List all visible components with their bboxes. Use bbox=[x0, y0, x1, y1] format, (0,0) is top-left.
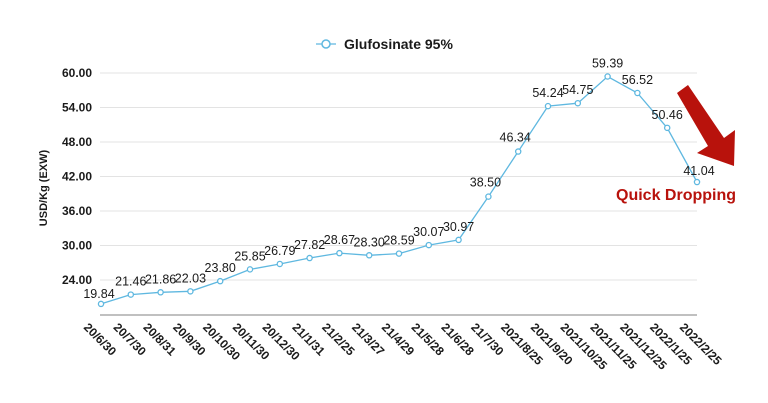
data-point-marker bbox=[425, 241, 433, 249]
data-point-marker bbox=[693, 178, 701, 186]
y-tick-label: 54.00 bbox=[62, 101, 92, 115]
down-arrow-icon bbox=[677, 85, 735, 166]
x-axis-ticks: 20/6/3020/7/3020/8/3120/9/3020/10/3020/1… bbox=[81, 320, 725, 373]
quick-dropping-annotation: Quick Dropping bbox=[616, 187, 736, 204]
legend-marker-icon bbox=[321, 39, 331, 49]
data-point-marker bbox=[187, 288, 194, 295]
y-tick-label: 24.00 bbox=[62, 273, 92, 287]
data-point-marker bbox=[336, 249, 343, 257]
y-tick-label: 36.00 bbox=[62, 204, 92, 218]
data-labels: 19.8421.4621.8622.0323.8025.8526.7927.82… bbox=[83, 57, 714, 301]
data-point-marker bbox=[395, 250, 403, 257]
data-label: 59.39 bbox=[592, 57, 623, 71]
data-label: 19.84 bbox=[83, 287, 114, 301]
data-label: 41.04 bbox=[683, 164, 714, 178]
y-axis-ticks: 24.00 30.00 36.00 42.00 48.00 54.00 60.00 bbox=[62, 66, 92, 287]
y-tick-label: 60.00 bbox=[62, 66, 92, 80]
data-label: 50.46 bbox=[652, 108, 683, 122]
data-point-marker bbox=[306, 254, 313, 262]
data-label: 56.52 bbox=[622, 73, 653, 87]
data-point-marker bbox=[544, 102, 552, 110]
data-label: 54.24 bbox=[532, 86, 563, 100]
data-point-marker bbox=[485, 193, 492, 200]
data-point-marker bbox=[634, 89, 641, 97]
y-tick-label: 48.00 bbox=[62, 135, 92, 149]
data-point-marker bbox=[246, 266, 254, 273]
data-label: 28.30 bbox=[354, 235, 385, 249]
data-point-marker bbox=[365, 252, 373, 259]
legend: Glufosinate 95% bbox=[316, 36, 453, 52]
series-glufosinate bbox=[97, 73, 701, 308]
data-label: 26.79 bbox=[264, 244, 295, 258]
data-label: 28.59 bbox=[383, 234, 414, 248]
y-tick-label: 42.00 bbox=[62, 170, 92, 184]
data-point-marker bbox=[514, 148, 522, 155]
data-label: 30.07 bbox=[413, 225, 444, 239]
data-label: 21.86 bbox=[145, 272, 176, 286]
y-axis-label: USD/Kg (EXW) bbox=[38, 149, 50, 226]
data-point-marker bbox=[97, 300, 105, 308]
data-point-marker bbox=[157, 289, 164, 296]
data-point-marker bbox=[216, 277, 224, 285]
gridlines bbox=[100, 72, 697, 281]
data-label: 22.03 bbox=[175, 271, 206, 285]
data-label: 27.82 bbox=[294, 238, 325, 252]
data-label: 21.46 bbox=[115, 275, 146, 289]
data-label: 38.50 bbox=[470, 176, 501, 190]
data-label: 23.80 bbox=[205, 261, 236, 275]
data-point-marker bbox=[574, 99, 582, 107]
series-line bbox=[100, 75, 698, 305]
legend-label: Glufosinate 95% bbox=[344, 36, 453, 52]
data-point-marker bbox=[127, 291, 135, 298]
y-tick-label: 30.00 bbox=[62, 239, 92, 253]
data-label: 28.67 bbox=[324, 233, 355, 247]
data-point-marker bbox=[276, 260, 284, 268]
data-point-marker bbox=[604, 73, 611, 80]
data-label: 46.34 bbox=[500, 131, 531, 145]
data-label: 54.75 bbox=[562, 83, 593, 97]
data-label: 25.85 bbox=[234, 249, 265, 263]
data-label: 30.97 bbox=[443, 220, 474, 234]
data-point-marker bbox=[663, 124, 671, 132]
data-point-marker bbox=[455, 236, 462, 244]
